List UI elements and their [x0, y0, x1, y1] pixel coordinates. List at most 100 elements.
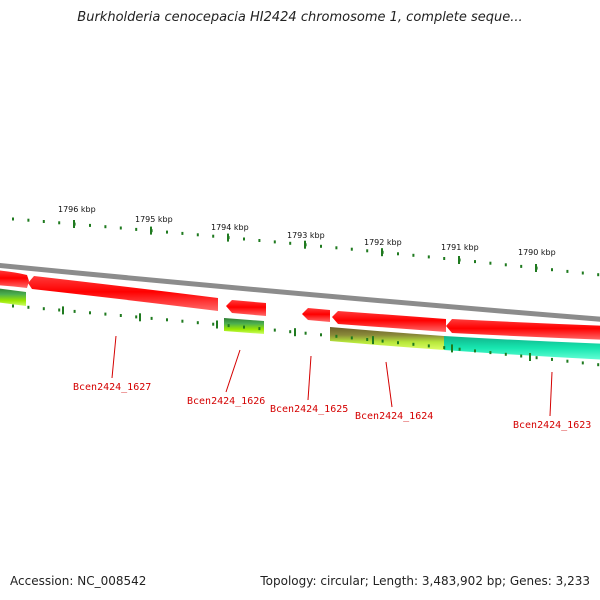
minor-tick: [474, 349, 476, 353]
minor-tick: [42, 307, 45, 311]
minor-tick: [119, 314, 122, 317]
minor-tick: [58, 221, 61, 225]
callout-line: [549, 371, 553, 417]
minor-tick: [397, 341, 399, 345]
minor-tick: [135, 227, 138, 231]
minor-tick: [335, 334, 338, 338]
gene-arrow-forward[interactable]: [0, 270, 29, 288]
outer-major-ticks: [73, 220, 537, 272]
gene-label[interactable]: Bcen2424_1626: [187, 396, 265, 407]
minor-tick: [504, 352, 507, 356]
minor-tick: [89, 223, 91, 227]
gene-arrow-forward[interactable]: [226, 300, 266, 316]
gene-arrow-forward[interactable]: [28, 276, 218, 311]
forward-strand-genes: [0, 270, 600, 340]
gene-block-reverse[interactable]: [444, 336, 600, 360]
minor-tick: [350, 336, 353, 340]
minor-tick: [350, 247, 353, 251]
minor-tick: [427, 255, 430, 259]
gene-label[interactable]: Bcen2424_1623: [513, 420, 591, 431]
minor-tick: [458, 347, 461, 351]
callout-line: [385, 361, 393, 408]
minor-tick: [427, 344, 430, 348]
minor-tick: [104, 225, 107, 229]
minor-tick: [289, 241, 292, 245]
minor-tick: [335, 246, 338, 250]
major-tick: [372, 336, 374, 345]
gene-block-reverse[interactable]: [0, 288, 26, 306]
minor-tick: [104, 312, 107, 316]
minor-tick: [566, 359, 569, 363]
tick-label: 1795 kbp: [135, 215, 173, 224]
minor-tick: [243, 325, 245, 329]
minor-tick: [273, 240, 276, 244]
minor-tick: [119, 226, 122, 230]
minor-tick: [258, 239, 261, 242]
gene-arrow-forward[interactable]: [446, 319, 600, 340]
major-tick: [458, 256, 460, 264]
minor-tick: [289, 330, 292, 334]
major-tick: [535, 264, 537, 272]
major-tick: [304, 240, 306, 249]
minor-tick: [181, 319, 184, 323]
callout-line: [307, 355, 312, 401]
callout-line: [225, 349, 241, 393]
minor-tick: [443, 346, 446, 350]
major-tick: [451, 344, 453, 353]
accession-text: Accession: NC_008542: [10, 574, 147, 588]
tick-label: 1791 kbp: [441, 243, 479, 252]
minor-tick: [412, 253, 415, 257]
minor-tick: [397, 252, 399, 256]
minor-tick: [12, 304, 14, 308]
minor-tick: [381, 339, 384, 343]
minor-tick: [597, 363, 600, 367]
inner-tick-ring: [12, 304, 600, 367]
tick-label: 1790 kbp: [518, 248, 556, 257]
major-tick: [62, 306, 64, 315]
minor-tick: [489, 351, 492, 355]
major-tick: [294, 328, 296, 337]
minor-tick: [366, 338, 369, 341]
minor-tick: [27, 218, 30, 222]
minor-tick: [150, 316, 153, 320]
minor-tick: [320, 244, 322, 248]
minor-tick: [273, 328, 276, 332]
gene-block-reverse[interactable]: [330, 327, 444, 350]
outer-minor-ticks: [12, 217, 600, 277]
minor-tick: [212, 322, 215, 326]
minor-tick: [366, 249, 369, 253]
gene-callouts: Bcen2424_1627 Bcen2424_1626 Bcen2424_162…: [73, 335, 591, 431]
tick-label: 1796 kbp: [58, 205, 96, 214]
gene-label[interactable]: Bcen2424_1627: [73, 382, 151, 393]
gene-label[interactable]: Bcen2424_1625: [270, 404, 348, 415]
minor-tick: [551, 357, 553, 361]
genome-summary-text: Topology: circular; Length: 3,483,902 bp…: [260, 574, 590, 588]
minor-tick: [412, 342, 415, 346]
minor-tick: [166, 318, 168, 322]
minor-tick: [258, 327, 261, 331]
minor-tick: [89, 311, 91, 315]
callout-line: [111, 335, 117, 379]
inner-major-ticks: [62, 306, 531, 361]
minor-tick: [520, 264, 523, 268]
minor-tick: [520, 354, 523, 358]
minor-tick: [166, 230, 168, 234]
tick-label: 1793 kbp: [287, 231, 325, 240]
gene-arrow-forward[interactable]: [302, 308, 330, 322]
minor-tick: [58, 308, 61, 312]
major-tick: [139, 313, 141, 322]
gene-arrow-forward[interactable]: [332, 311, 446, 332]
minor-tick: [42, 220, 45, 223]
minor-tick: [597, 273, 600, 277]
gene-label[interactable]: Bcen2424_1624: [355, 411, 433, 422]
minor-tick: [12, 217, 14, 221]
minor-tick: [304, 331, 307, 335]
minor-tick: [27, 305, 30, 309]
minor-tick: [504, 263, 507, 267]
minor-tick: [581, 361, 584, 365]
major-tick: [227, 233, 229, 242]
major-tick: [73, 220, 75, 228]
minor-tick: [551, 268, 553, 272]
minor-tick: [196, 233, 199, 237]
